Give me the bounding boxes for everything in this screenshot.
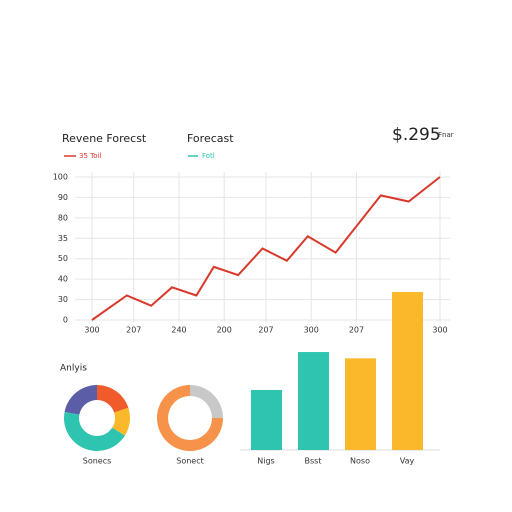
x-tick-label: 300 [84,326,99,335]
line [91,176,441,321]
x-tick-label: 207 [349,326,364,335]
x-tick-label: 300 [432,326,447,335]
bar [298,352,329,450]
x-tick-label: Noso [350,457,370,466]
x-tick-label: 207 [258,326,273,335]
amount: $.295 [392,125,441,145]
donut-segment [64,411,125,451]
y-tick-label: 35 [58,234,68,243]
x-tick-label: 207 [126,326,141,335]
section-title: Anlyis [60,364,87,374]
y-tick-label: 40 [58,275,68,284]
bar [251,389,282,450]
donut-segment [64,385,97,415]
donut-segment [190,385,223,418]
donut-label: Sonecs [83,457,112,466]
amount-unit: Fnar [438,131,454,139]
y-tick-label: 90 [58,193,68,202]
heading: Forecast [187,132,234,145]
donut-label: Sonect [176,457,204,466]
bar [392,292,423,450]
x-tick-label: 240 [171,326,186,335]
donut-segment [112,407,130,436]
y-tick-label: 50 [58,254,68,263]
x-tick-label: 200 [217,326,232,335]
bar [345,358,376,450]
donut-segment [157,385,223,451]
legend-label: 35 Toil [79,152,101,160]
donut-segment [97,385,129,413]
y-tick-label: 0 [63,316,68,325]
title: Revene Forecst [62,132,147,145]
y-tick-label: 30 [58,295,68,304]
x-tick-label: Nigs [257,457,274,466]
x-tick-label: Vay [400,457,415,466]
y-tick-label: 80 [58,213,68,222]
x-tick-label: Bsst [305,457,322,466]
legend-label: Fotl [202,152,215,160]
x-tick-label: 300 [304,326,319,335]
y-tick-label: 100 [53,173,68,182]
